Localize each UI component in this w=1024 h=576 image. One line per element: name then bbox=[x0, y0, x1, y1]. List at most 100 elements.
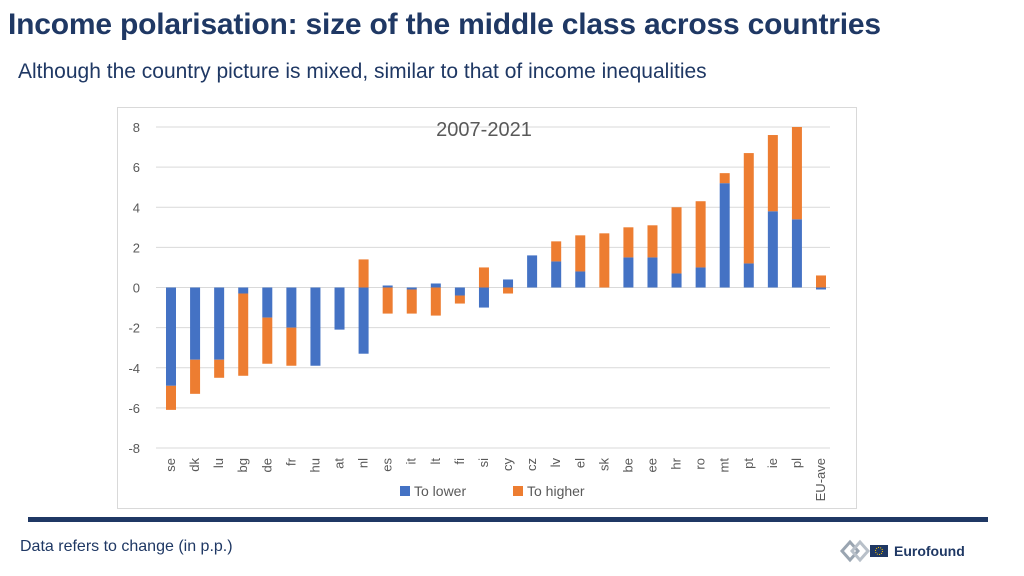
x-tick-label: at bbox=[332, 458, 347, 469]
x-tick-label: cz bbox=[524, 458, 539, 471]
footer-divider bbox=[28, 517, 988, 522]
bar-cz-to-lower bbox=[527, 255, 538, 288]
bar-ee-to-lower bbox=[647, 257, 658, 288]
y-tick-label: -2 bbox=[128, 321, 140, 336]
x-tick-label: pt bbox=[741, 458, 756, 469]
bar-si-to-higher bbox=[478, 267, 489, 288]
bar-dk-to-lower bbox=[190, 287, 201, 360]
bar-lt-to-higher bbox=[430, 287, 441, 316]
bar-fi-to-higher bbox=[454, 295, 465, 304]
bar-it-to-higher bbox=[406, 289, 417, 314]
bar-lu-to-lower bbox=[214, 287, 225, 360]
logo-text: Eurofound bbox=[894, 543, 965, 559]
bar-lt-to-lower bbox=[430, 283, 441, 288]
eurofound-logo: Eurofound bbox=[838, 536, 978, 566]
chart-frame: -8 -6 -4 -2 0 2 4 6 8 2007-2021 se dk lu bg de fr hu at… bbox=[117, 107, 857, 509]
x-tick-label: it bbox=[404, 458, 419, 465]
x-tick-labels: se dk lu bg de fr hu at nl es it lt fi si cy cz lv el sk be… bbox=[163, 457, 828, 501]
bar-hu-to-lower bbox=[310, 287, 321, 366]
bar-mt-to-higher bbox=[719, 173, 730, 184]
legend-label: To higher bbox=[527, 483, 585, 499]
x-tick-label: fr bbox=[283, 457, 298, 466]
y-tick-label: 6 bbox=[133, 160, 140, 175]
bar-it-to-lower bbox=[406, 287, 417, 290]
bar-eu-ave-to-lower bbox=[816, 287, 826, 290]
x-tick-label: ro bbox=[693, 458, 708, 470]
bar-lv-to-higher bbox=[551, 241, 562, 262]
bar-nl-to-lower bbox=[358, 287, 369, 354]
x-tick-label: el bbox=[572, 458, 587, 468]
footnote: Data refers to change (in p.p.) bbox=[20, 538, 233, 555]
x-tick-label: ee bbox=[644, 458, 659, 472]
bar-el-to-higher bbox=[575, 235, 586, 272]
x-tick-label: mt bbox=[717, 458, 732, 473]
bar-sk-to-higher bbox=[599, 233, 610, 288]
chart-title: 2007-2021 bbox=[436, 119, 532, 141]
legend: To lower To higher bbox=[400, 483, 585, 499]
y-tick-label: 8 bbox=[133, 120, 140, 135]
bar-bg-to-higher bbox=[238, 293, 249, 376]
y-tick-label: 2 bbox=[133, 240, 140, 255]
bar-ro-to-higher bbox=[695, 201, 706, 268]
slide-subtitle: Although the country picture is mixed, s… bbox=[18, 60, 707, 83]
y-tick-label: -4 bbox=[128, 361, 140, 376]
x-tick-label: EU-ave bbox=[813, 458, 828, 501]
bar-es-to-higher bbox=[382, 287, 393, 314]
y-tick-labels: -8 -6 -4 -2 0 2 4 6 8 bbox=[128, 120, 140, 456]
bar-dk-to-higher bbox=[190, 359, 201, 394]
x-tick-label: hu bbox=[307, 458, 322, 472]
bar-lu-to-higher bbox=[214, 359, 225, 378]
bar-pt-to-lower bbox=[743, 263, 754, 288]
y-tick-label: 4 bbox=[133, 200, 140, 215]
x-tick-label: si bbox=[476, 458, 491, 468]
bar-ee-to-higher bbox=[647, 225, 658, 258]
x-tick-label: be bbox=[620, 458, 635, 472]
y-tick-label: -6 bbox=[128, 401, 140, 416]
x-tick-label: hr bbox=[669, 457, 684, 469]
x-tick-label: lt bbox=[428, 458, 443, 465]
bar-fr-to-higher bbox=[286, 327, 297, 366]
bar-hr-to-higher bbox=[671, 207, 682, 274]
bar-at-to-lower bbox=[334, 287, 345, 330]
x-tick-label: lv bbox=[548, 458, 563, 468]
y-tick-label: -8 bbox=[128, 441, 140, 456]
legend-swatch bbox=[513, 486, 523, 496]
bar-de-to-higher bbox=[262, 317, 273, 364]
bar-el-to-lower bbox=[575, 271, 586, 288]
slide-title: Income polarisation: size of the middle … bbox=[8, 8, 881, 41]
bar-ie-to-lower bbox=[767, 211, 778, 288]
x-tick-label: sk bbox=[596, 458, 611, 472]
legend-swatch bbox=[400, 486, 410, 496]
x-tick-label: dk bbox=[187, 458, 202, 472]
bar-pl-to-higher bbox=[791, 127, 802, 220]
bar-fi-to-lower bbox=[454, 287, 465, 296]
x-tick-label: cy bbox=[500, 458, 515, 472]
bar-hr-to-lower bbox=[671, 273, 682, 288]
bar-pl-to-lower bbox=[791, 219, 802, 288]
bar-si-to-lower bbox=[478, 287, 489, 308]
eurofound-logo-icon bbox=[839, 539, 888, 563]
x-tick-label: es bbox=[380, 458, 395, 472]
x-tick-label: fi bbox=[452, 458, 467, 465]
x-tick-label: de bbox=[259, 458, 274, 472]
x-tick-label: bg bbox=[235, 458, 250, 472]
bar-cy-to-higher bbox=[503, 287, 514, 294]
x-tick-label: pl bbox=[789, 458, 804, 468]
bar-de-to-lower bbox=[262, 287, 273, 318]
bar-es-to-lower bbox=[382, 285, 393, 288]
bar-cy-to-lower bbox=[503, 279, 514, 288]
bar-bg-to-lower bbox=[238, 287, 249, 294]
x-tick-label: se bbox=[163, 458, 178, 472]
bar-nl-to-higher bbox=[358, 259, 369, 288]
bar-se-to-higher bbox=[166, 385, 176, 410]
y-tick-label: 0 bbox=[133, 281, 140, 296]
bar-eu-ave-to-higher bbox=[816, 275, 826, 288]
bar-ie-to-higher bbox=[767, 135, 778, 212]
bar-mt-to-lower bbox=[719, 183, 730, 288]
bar-pt-to-higher bbox=[743, 153, 754, 264]
bars bbox=[166, 127, 826, 410]
bar-fr-to-lower bbox=[286, 287, 297, 328]
bar-be-to-higher bbox=[623, 227, 634, 258]
bar-se-to-lower bbox=[166, 287, 176, 386]
stacked-bar-chart: -8 -6 -4 -2 0 2 4 6 8 2007-2021 se dk lu bg de fr hu at… bbox=[128, 119, 830, 501]
